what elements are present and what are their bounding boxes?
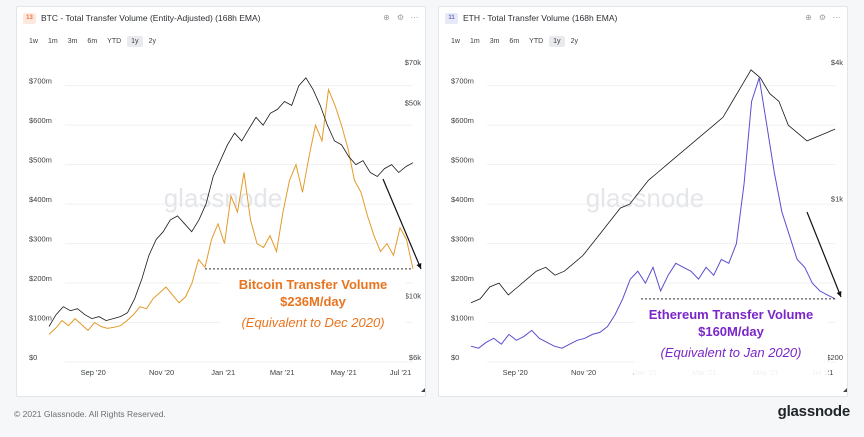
- tab-ytd[interactable]: YTD: [529, 38, 544, 45]
- eth-panel-header: 11 ETH - Total Transfer Volume (168h EMA…: [439, 7, 847, 29]
- tab-ytd[interactable]: YTD: [107, 38, 122, 45]
- trend-arrow: [806, 211, 842, 298]
- tab-2y[interactable]: 2y: [570, 38, 578, 45]
- y-tick-label: $300m: [29, 235, 52, 244]
- watermark: glassnode: [164, 183, 283, 213]
- zoom-icon[interactable]: ⊕: [383, 13, 390, 22]
- btc-metric-badge: 13: [23, 12, 36, 24]
- resize-handle: [843, 388, 847, 392]
- y-tick-label: $600m: [451, 116, 474, 125]
- tab-1w[interactable]: 1w: [29, 38, 38, 45]
- watermark: glassnode: [586, 183, 705, 213]
- eth-volume-line: [470, 77, 836, 349]
- annotation-title: Bitcoin Transfer Volume: [239, 277, 388, 292]
- y-tick-label: $600m: [29, 116, 52, 125]
- tab-1m[interactable]: 1m: [47, 38, 58, 45]
- annotation-value: $236M/day: [280, 294, 347, 309]
- y-tick-label: $500m: [451, 156, 474, 165]
- x-tick-label: Mar '21: [270, 368, 295, 377]
- y-tick-label: $0: [29, 353, 37, 362]
- copyright-text: © 2021 Glassnode. All Rights Reserved.: [14, 409, 166, 419]
- resize-handle: [421, 388, 425, 392]
- trend-arrowhead: [836, 291, 842, 297]
- y-tick-label: $700m: [451, 77, 474, 86]
- x-tick-label: Nov '20: [571, 368, 596, 377]
- y-tick-label: $400m: [29, 195, 52, 204]
- y-tick-label: $200m: [29, 274, 52, 283]
- eth-price-line: [470, 69, 836, 304]
- tab-1m[interactable]: 1m: [469, 38, 480, 45]
- eth-chart-panel: 11 ETH - Total Transfer Volume (168h EMA…: [438, 6, 848, 397]
- tab-6m[interactable]: 6m: [87, 38, 98, 45]
- trend-arrowhead: [416, 263, 422, 269]
- tab-3m[interactable]: 3m: [67, 38, 78, 45]
- y-tick-label: $300m: [451, 235, 474, 244]
- eth-panel-title: ETH - Total Transfer Volume (168h EMA): [463, 13, 618, 23]
- x-tick-label: May '21: [331, 368, 357, 377]
- eth-chart: $0 $100m $200m $300m $400m $500m $600m $700m $20…: [451, 58, 847, 392]
- btc-price-line: [48, 77, 414, 327]
- btc-chart: $0 $100m $200m $300m $400m $500m $600m $700m $6k…: [29, 58, 425, 392]
- y-tick-label: $100m: [29, 314, 52, 323]
- x-tick-label: Jan '21: [211, 368, 235, 377]
- menu-icon[interactable]: ⋯: [410, 13, 419, 22]
- btc-chart-panel: 13 BTC - Total Transfer Volume (Entity-A…: [16, 6, 426, 397]
- x-tick-label: Sep '20: [503, 368, 528, 377]
- y-tick-label: $0: [451, 353, 459, 362]
- right-axis-tick-label: $10k: [405, 292, 422, 301]
- zoom-icon[interactable]: ⊕: [805, 13, 812, 22]
- y-tick-label: $700m: [29, 77, 52, 86]
- right-axis-tick-label: $70k: [405, 58, 422, 67]
- tab-3m[interactable]: 3m: [489, 38, 500, 45]
- annotation-title: Ethereum Transfer Volume: [649, 307, 813, 322]
- tab-1y[interactable]: 1y: [549, 36, 565, 47]
- x-tick-label: Nov '20: [149, 368, 174, 377]
- btc-panel-title: BTC - Total Transfer Volume (Entity-Adju…: [41, 13, 261, 23]
- tab-1w[interactable]: 1w: [451, 38, 460, 45]
- glassnode-logo: glassnode: [777, 403, 851, 420]
- settings-icon[interactable]: ⚙: [818, 13, 827, 22]
- tab-1y[interactable]: 1y: [127, 36, 143, 47]
- eth-range-tabs: 1w 1m 3m 6m YTD 1y 2y: [447, 36, 582, 47]
- right-axis-tick-label: $4k: [831, 58, 843, 67]
- menu-icon[interactable]: ⋯: [832, 13, 841, 22]
- trend-arrow: [382, 178, 422, 270]
- y-tick-label: $200m: [451, 274, 474, 283]
- right-axis-tick-label: $200: [826, 353, 843, 362]
- annotation-value: $160M/day: [698, 324, 765, 339]
- btc-panel-header: 13 BTC - Total Transfer Volume (Entity-A…: [17, 7, 425, 29]
- annotation-box: [634, 301, 828, 382]
- tab-2y[interactable]: 2y: [148, 38, 156, 45]
- annotation-note: (Equivalent to Jan 2020): [661, 345, 802, 360]
- tab-6m[interactable]: 6m: [509, 38, 520, 45]
- y-tick-label: $100m: [451, 314, 474, 323]
- y-tick-label: $400m: [451, 195, 474, 204]
- y-tick-label: $500m: [29, 156, 52, 165]
- annotation-box: [220, 271, 406, 352]
- right-axis-tick-label: $6k: [409, 353, 421, 362]
- right-axis-tick-label: $50k: [405, 98, 422, 107]
- btc-range-tabs: 1w 1m 3m 6m YTD 1y 2y: [25, 36, 160, 47]
- btc-volume-line: [48, 87, 414, 335]
- right-axis-tick-label: $1k: [831, 195, 843, 204]
- x-tick-label: Sep '20: [81, 368, 106, 377]
- x-tick-label: Jul '21: [390, 368, 411, 377]
- settings-icon[interactable]: ⚙: [396, 13, 405, 22]
- eth-metric-badge: 11: [445, 12, 458, 24]
- annotation-note: (Equivalent to Dec 2020): [241, 315, 384, 330]
